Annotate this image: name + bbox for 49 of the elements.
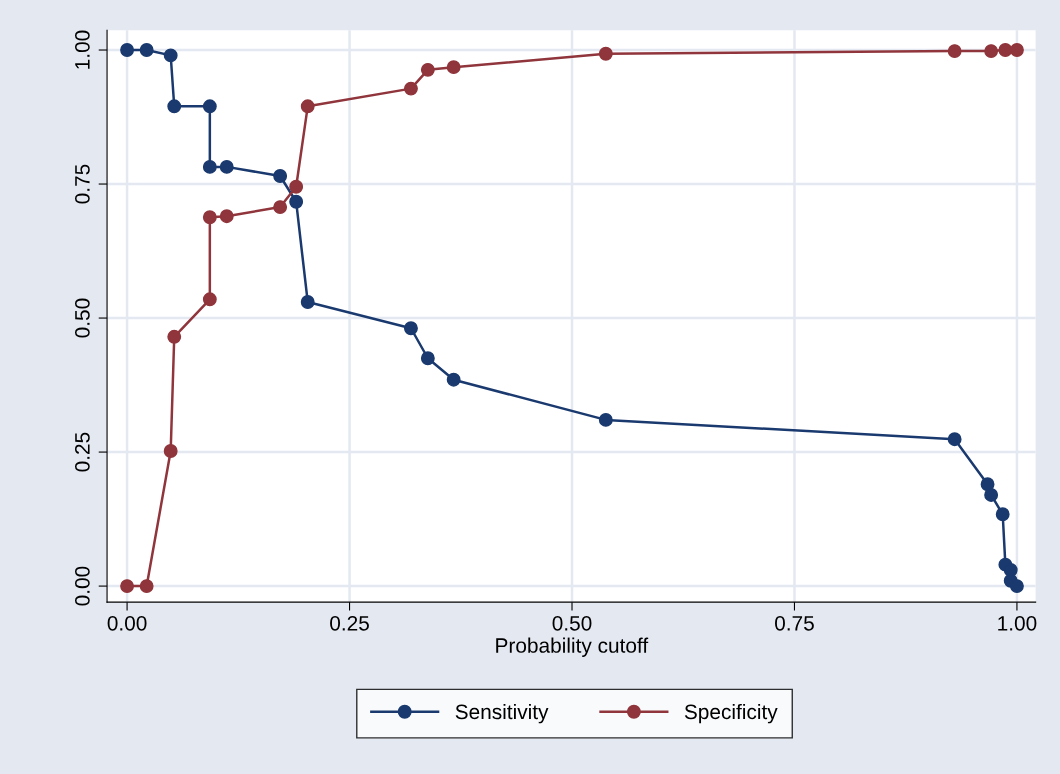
- point: [202, 159, 217, 174]
- point: [947, 432, 962, 447]
- point: [1009, 43, 1024, 57]
- point: [300, 295, 315, 309]
- point: [202, 292, 217, 307]
- point: [163, 48, 178, 63]
- point: [420, 351, 435, 366]
- point: [273, 169, 288, 183]
- point: [167, 329, 182, 344]
- point: [420, 62, 435, 77]
- legend-label: Sensitivity: [455, 703, 549, 724]
- x-tick-label: 0.25: [330, 615, 369, 631]
- point: [300, 99, 315, 114]
- x-tick-label: 1.00: [998, 615, 1037, 631]
- point: [446, 60, 461, 75]
- legend-label: Specificity: [684, 703, 778, 724]
- point: [219, 159, 234, 174]
- y-tick-label: 1.00: [75, 30, 90, 69]
- point: [446, 372, 461, 387]
- point: [289, 194, 304, 209]
- point: [202, 99, 217, 114]
- point: [139, 579, 154, 594]
- point: [167, 99, 182, 114]
- point: [995, 507, 1010, 522]
- x-tick-label: 0.75: [775, 615, 814, 631]
- point: [202, 210, 217, 225]
- point: [273, 200, 288, 215]
- point: [984, 488, 999, 502]
- x-tick-label: 0.00: [107, 615, 147, 631]
- x-tick-label: 0.50: [552, 615, 592, 631]
- y-tick-label: 0.75: [75, 164, 90, 204]
- point: [998, 43, 1013, 57]
- point: [598, 412, 613, 427]
- y-tick-label: 0.00: [75, 566, 90, 606]
- point: [120, 43, 135, 57]
- point: [219, 209, 234, 224]
- point: [163, 444, 178, 458]
- point: [120, 579, 135, 594]
- point: [984, 44, 999, 59]
- point: [598, 46, 613, 61]
- y-tick-label: 0.50: [75, 298, 90, 338]
- point: [289, 179, 304, 194]
- point: [403, 81, 418, 96]
- point: [403, 321, 418, 336]
- point: [1009, 579, 1024, 594]
- y-tick-label: 0.25: [75, 432, 90, 472]
- point: [947, 44, 962, 59]
- x-axis-title: Probability cutoff: [496, 637, 649, 657]
- point: [139, 43, 154, 57]
